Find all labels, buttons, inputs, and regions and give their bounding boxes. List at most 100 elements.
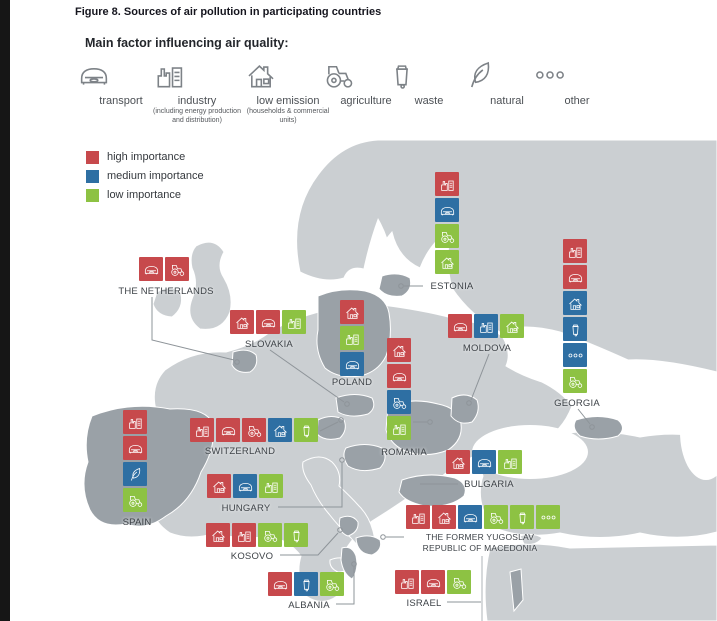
country-label-israel: ISRAEL [406,598,442,609]
house-icon [392,345,406,357]
tile-moldova-low-emission-low [500,314,524,338]
factor-label: waste [414,95,444,107]
tile-fyrom-other-low [536,505,560,529]
factor-label: low emission [256,95,320,107]
tile-moldova-transport-high [448,314,472,338]
country-tiles-estonia [435,172,459,274]
tile-georgia-transport-high [563,265,587,289]
importance-label: medium importance [107,170,204,182]
connector-anchor-dot-hungary [339,457,345,463]
car-icon [463,513,477,522]
country-label-slovakia: SLOVAKIA [245,339,293,350]
three-circles-icon [541,515,555,519]
tractor-icon [392,397,406,409]
scan-edge-bar [0,0,10,621]
car-icon [568,273,582,282]
car-icon [238,482,252,491]
medium-importance-swatch [86,169,99,183]
house-icon [211,530,225,542]
waste-bin-icon [293,530,299,542]
country-label-fyrom: THE FORMER YUGOSLAV REPUBLIC OF MACEDONIA [422,532,538,553]
country-label-moldova: MOLDOVA [462,343,512,354]
waste-bin-icon [396,65,408,89]
country-tiles-georgia [563,239,587,393]
tile-poland-low-emission-high [340,300,364,324]
landmass-ireland [152,287,183,318]
country-tiles-moldova [448,314,524,338]
factor-legend-item-natural: natural [461,56,553,107]
country-shape-macedonia [355,535,382,556]
connector-anchor-dot-switzerland [338,417,344,423]
tile-albania-waste-medium [294,572,318,596]
factor-label: other [564,95,590,107]
factory-icon [195,426,209,437]
tile-fyrom-waste-low [510,505,534,529]
tile-kosovo-industry-high [232,523,256,547]
factory-icon [264,482,278,493]
factor-legend-item-agriculture: agriculture [320,56,412,107]
house-icon [273,425,287,437]
importance-legend-row-medium: medium importance [86,169,204,183]
tile-hungary-industry-low [259,474,283,498]
country-tiles-switzerland [190,418,318,442]
participating-countries [83,273,623,613]
country-shape-georgia [573,416,623,440]
landmass-uk [189,241,232,330]
tractor-icon [247,425,261,437]
house-icon [440,257,454,269]
country-shape-israel [509,568,524,613]
car-icon [453,322,467,331]
factory-icon [345,334,359,345]
factory-icon [128,418,142,429]
car-icon [144,265,158,274]
house-icon [212,481,226,493]
connector-line-kosovo [280,532,339,556]
country-shape-netherlands [231,349,258,373]
country-label-bulgaria: BULGARIA [464,479,514,490]
country-tiles-slovakia [230,310,306,334]
car-icon [221,426,235,435]
landmass-middle-east [484,543,717,621]
factory-icon [479,322,493,333]
country-shape-hungary [343,444,386,472]
tile-bulgaria-industry-low [498,450,522,474]
country-label-estonia: ESTONIA [430,281,474,292]
car-icon [261,318,275,327]
car-icon [345,360,359,369]
tile-kosovo-waste-low [284,523,308,547]
connector-lines [151,283,595,605]
tractor-icon [326,65,353,88]
factory-icon [568,247,582,258]
country-tiles-bulgaria [446,450,522,474]
house-icon [451,457,465,469]
country-shape-romania [385,400,462,456]
importance-label: low importance [107,189,181,201]
tile-netherlands-transport-high [139,257,163,281]
tile-poland-transport-medium [340,352,364,376]
country-tiles-netherlands [139,257,189,281]
connector-line-moldova [470,353,490,401]
connector-line-switzerland [319,421,339,432]
tile-fyrom-industry-high [406,505,430,529]
country-tiles-hungary [207,474,283,498]
factory-icon [411,513,425,524]
factor-label: industry [177,95,217,107]
tile-fyrom-transport-medium [458,505,482,529]
country-shape-switzerland [316,416,346,440]
tile-switzerland-waste-low [294,418,318,442]
country-shape-spain [83,405,214,527]
country-label-romania: ROMANIA [381,447,427,458]
tile-georgia-other-medium [563,343,587,367]
tile-hungary-transport-medium [233,474,257,498]
car-icon [273,580,287,589]
tile-romania-transport-high [387,364,411,388]
factor-legend-item-industry: industry (including energy production and… [151,56,243,126]
tile-switzerland-industry-high [190,418,214,442]
tile-spain-agriculture-low [123,488,147,512]
country-label-albania: ALBANIA [288,600,330,611]
factory-icon [440,180,454,191]
leaf-icon [471,61,490,88]
house-icon [248,65,274,88]
tile-switzerland-low-emission-medium [268,418,292,442]
